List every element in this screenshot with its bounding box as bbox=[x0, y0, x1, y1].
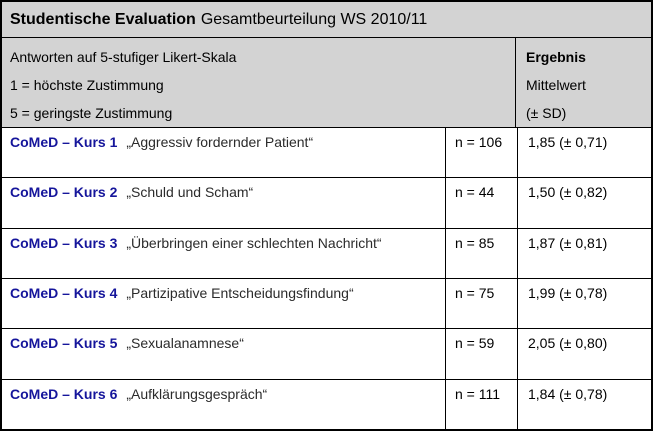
likert-scale-line: 5 = geringste Zustimmung bbox=[10, 105, 173, 121]
course-topic: „Überbringen einer schlechten Nachricht“ bbox=[126, 234, 382, 251]
result-cell: 1,84 (± 0,78) bbox=[517, 379, 651, 429]
sample-size-cell: n = 75 bbox=[445, 278, 517, 329]
course-label: CoMeD – Kurs 4 bbox=[10, 284, 118, 301]
result-header-line: Mittelwert bbox=[526, 77, 586, 93]
sample-size-cell: n = 106 bbox=[445, 128, 517, 178]
table-title: Studentische Evaluation Gesamtbeurteilun… bbox=[2, 2, 651, 38]
table-row: CoMeD – Kurs 1 „Aggressiv fordernder Pati… bbox=[2, 128, 651, 179]
sample-size-cell: n = 85 bbox=[445, 228, 517, 278]
course-description-cell: CoMeD – Kurs 1 „Aggressiv fordernder Pati… bbox=[2, 128, 445, 177]
likert-scale-line: 1 = höchste Zustimmung bbox=[10, 77, 164, 93]
course-description-cell: CoMeD – Kurs 5 „Sexualanamnese“ bbox=[2, 329, 445, 378]
sample-size-cell: n = 111 bbox=[445, 379, 517, 429]
likert-scale-line: Antworten auf 5-stufiger Likert-Skala bbox=[10, 49, 237, 65]
result-cell: 1,87 (± 0,81) bbox=[517, 228, 651, 278]
course-description-cell: CoMeD – Kurs 2 „Schuld und Scham“ bbox=[2, 178, 445, 227]
result-header-cell: Ergebnis Mittelwert (± SD) bbox=[515, 38, 651, 127]
result-header-line: (± SD) bbox=[526, 105, 567, 121]
table-row: CoMeD – Kurs 2 „Schuld und Scham“ n = 44 … bbox=[2, 178, 651, 229]
table-header: Antworten auf 5-stufiger Likert-Skala 1 … bbox=[2, 38, 651, 128]
course-topic: „Sexualanamnese“ bbox=[126, 335, 244, 352]
result-cell: 2,05 (± 0,80) bbox=[517, 329, 651, 379]
table-row: CoMeD – Kurs 6 „Aufklärungsgespräch“ n = … bbox=[2, 379, 651, 429]
course-label: CoMeD – Kurs 2 bbox=[10, 184, 118, 201]
course-label: CoMeD – Kurs 6 bbox=[10, 385, 118, 402]
result-cell: 1,85 (± 0,71) bbox=[517, 128, 651, 178]
course-description-cell: CoMeD – Kurs 6 „Aufklärungsgespräch“ bbox=[2, 380, 445, 429]
course-description-cell: CoMeD – Kurs 3 „Überbringen einer schlech… bbox=[2, 229, 445, 278]
table-row: CoMeD – Kurs 4 „Partizipative Entscheidun… bbox=[2, 278, 651, 330]
title-regular-text: Gesamtbeurteilung WS 2010/11 bbox=[200, 10, 428, 28]
course-label: CoMeD – Kurs 3 bbox=[10, 234, 118, 251]
course-topic: „Schuld und Scham“ bbox=[126, 184, 254, 201]
title-bold-text: Studentische Evaluation bbox=[10, 10, 196, 28]
sample-size-cell: n = 44 bbox=[445, 178, 517, 228]
course-topic: „Aufklärungsgespräch“ bbox=[126, 385, 268, 402]
course-description-cell: CoMeD – Kurs 4 „Partizipative Entscheidun… bbox=[2, 279, 445, 328]
result-cell: 1,50 (± 0,82) bbox=[517, 178, 651, 228]
likert-scale-header-cell: Antworten auf 5-stufiger Likert-Skala 1 … bbox=[2, 38, 515, 127]
course-topic: „Aggressiv fordernder Patient“ bbox=[126, 134, 314, 150]
sample-size-cell: n = 59 bbox=[445, 329, 517, 379]
table-row: CoMeD – Kurs 3 „Überbringen einer schlech… bbox=[2, 228, 651, 279]
course-topic: „Partizipative Entscheidungsfindung“ bbox=[126, 284, 354, 301]
table-body: CoMeD – Kurs 1 „Aggressiv fordernder Pati… bbox=[2, 128, 651, 429]
table-row: CoMeD – Kurs 5 „Sexualanamnese“ n = 59 2,… bbox=[2, 329, 651, 380]
result-cell: 1,99 (± 0,78) bbox=[517, 278, 651, 329]
course-label: CoMeD – Kurs 5 bbox=[10, 335, 118, 352]
course-label: CoMeD – Kurs 1 bbox=[10, 134, 118, 150]
result-header-title: Ergebnis bbox=[526, 49, 586, 65]
